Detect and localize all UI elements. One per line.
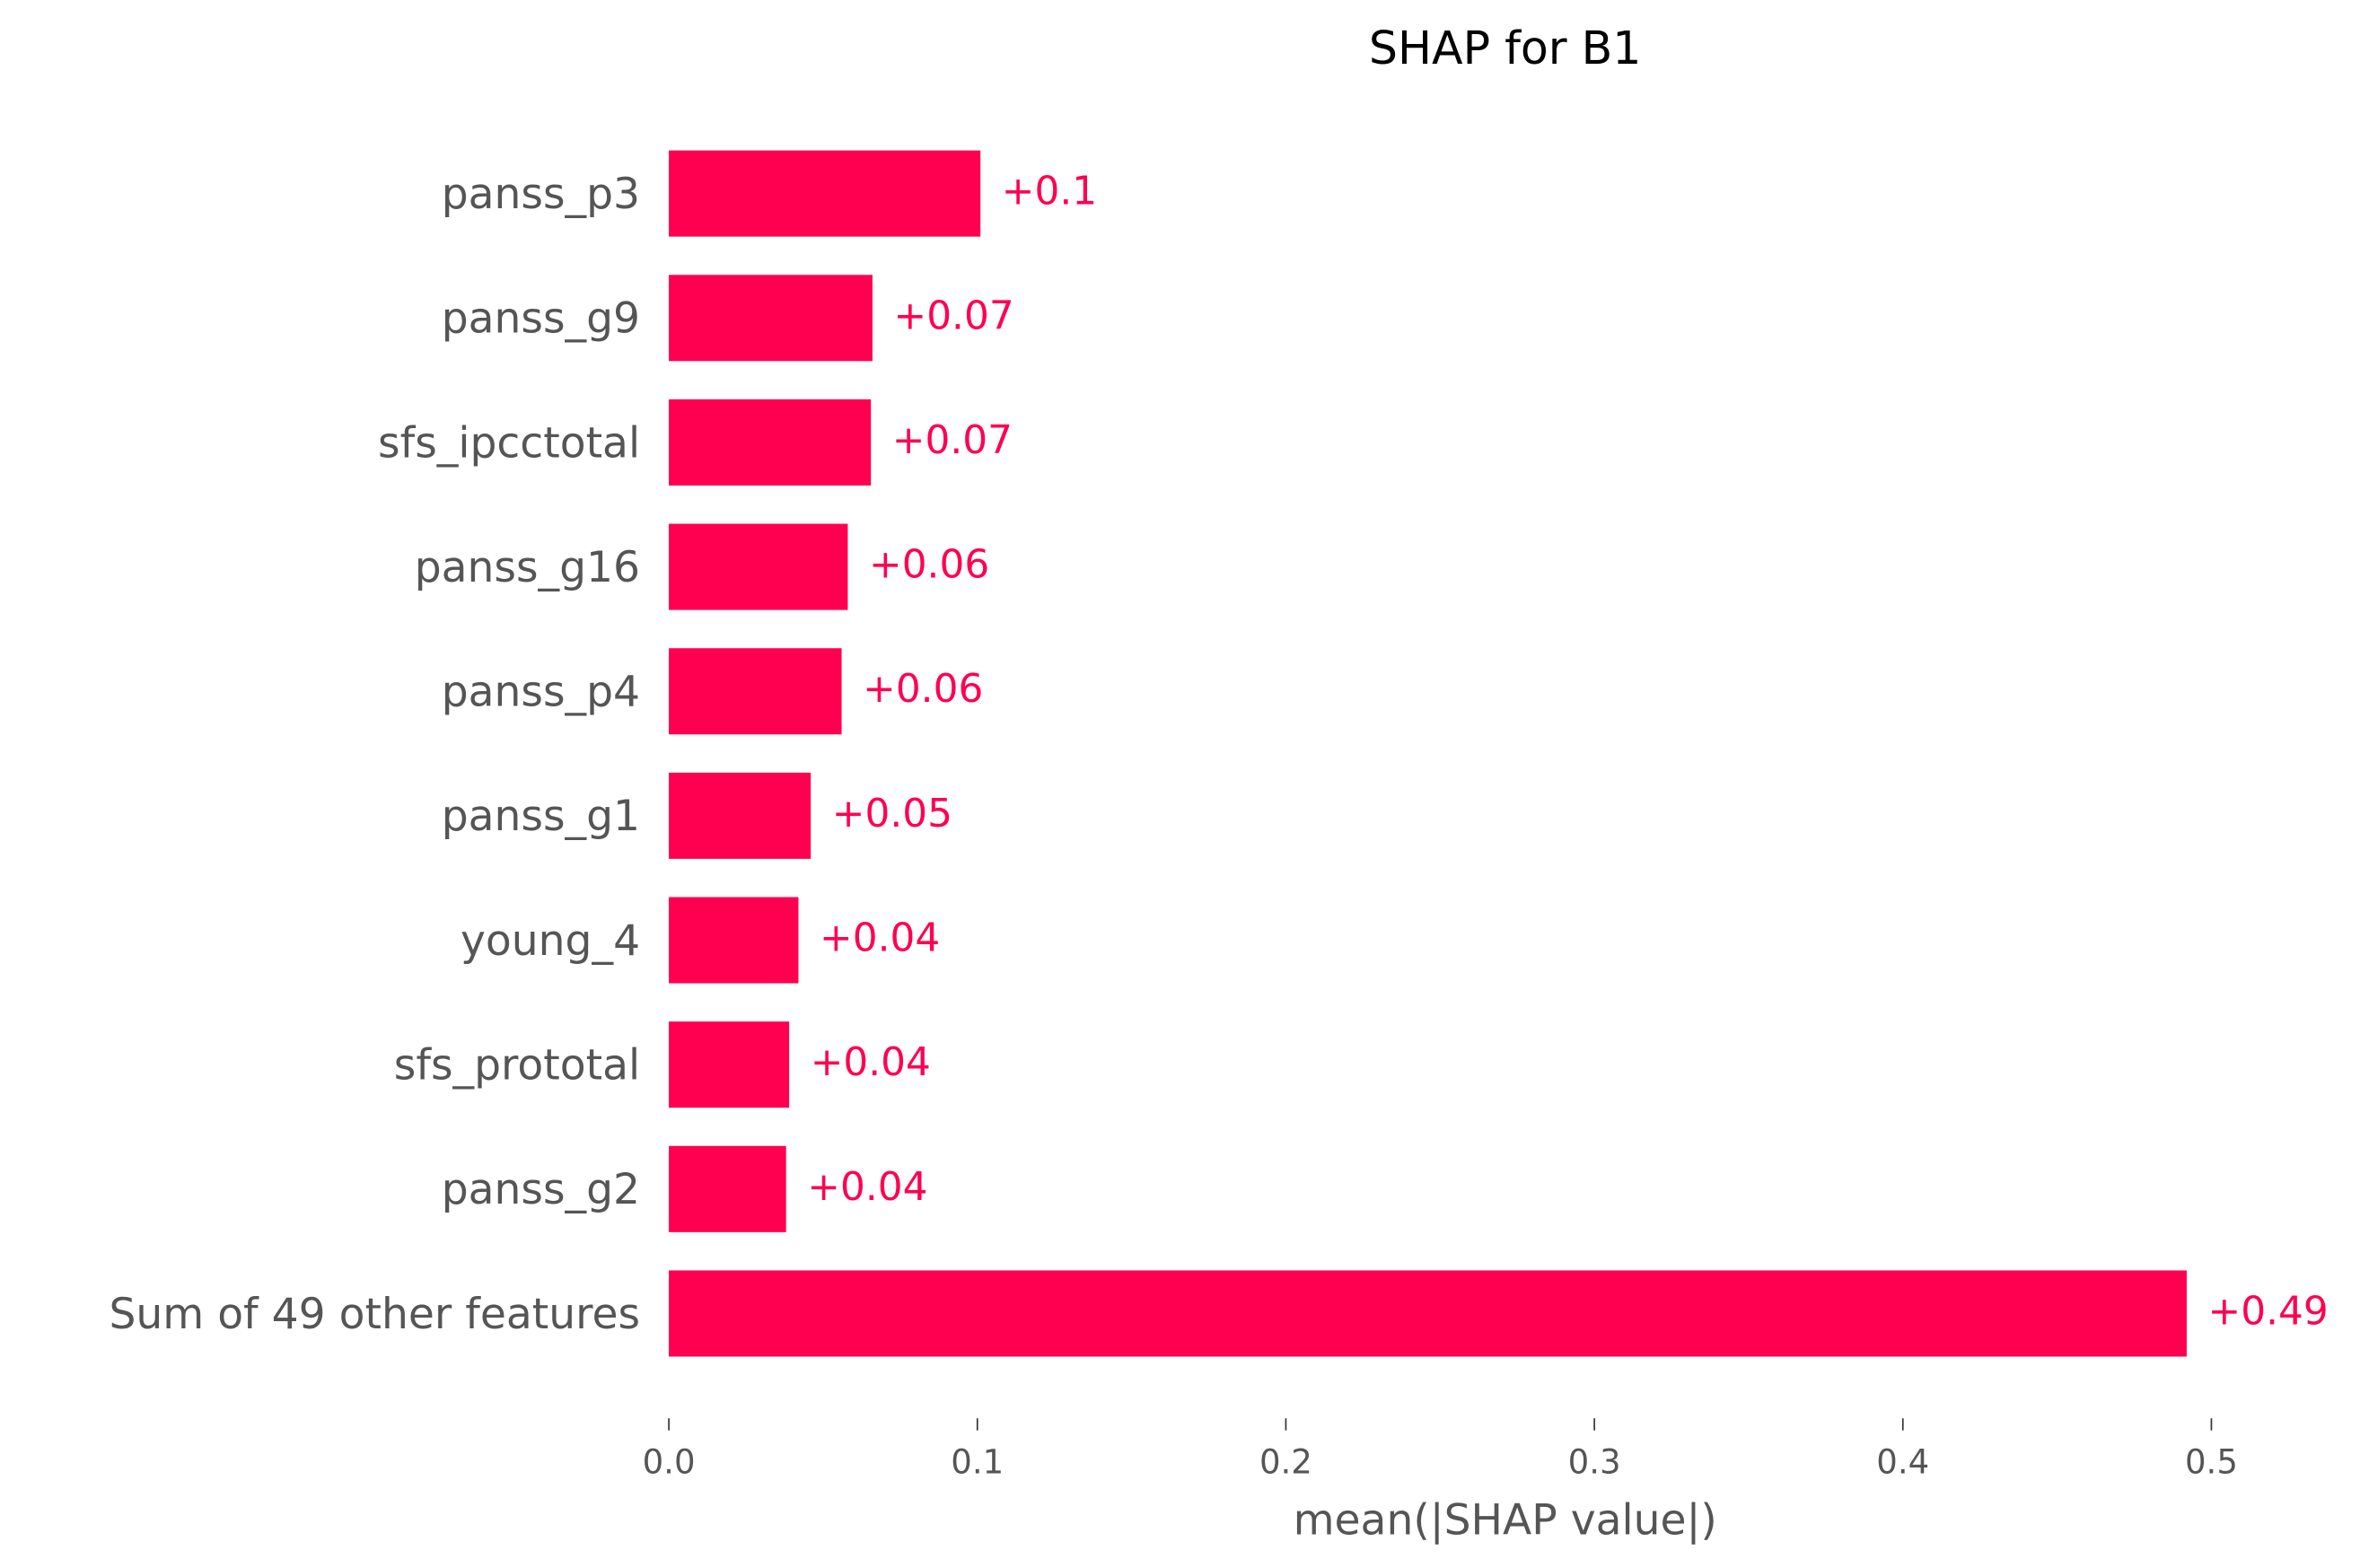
y-tick-label: sfs_prototal [394,1041,640,1091]
x-tick-label: 0.4 [1876,1442,1929,1481]
y-tick-label: panss_g9 [442,294,640,344]
bar [669,772,812,859]
value-label: +0.1 [1002,169,1097,215]
value-label: +0.49 [2208,1288,2329,1334]
value-label: +0.05 [832,791,952,837]
y-tick-label: Sum of 49 other features [109,1290,640,1339]
x-tick-label: 0.5 [2185,1442,2238,1481]
value-label: +0.06 [863,666,983,712]
y-tick-label: panss_p4 [442,668,640,717]
bar [669,1270,2187,1357]
y-tick-label: panss_g16 [415,543,640,592]
x-tick-label: 0.3 [1568,1442,1621,1481]
bar [669,150,981,237]
value-label: +0.06 [869,542,989,588]
y-tick-label: sfs_ipcctotal [378,418,640,468]
value-label: +0.04 [807,1164,927,1210]
y-tick-label: panss_g1 [442,792,640,841]
bar [669,275,873,362]
bar [669,523,848,610]
y-tick-label: panss_g2 [442,1165,640,1214]
y-tick-label: young_4 [461,916,640,966]
x-axis-label: mean(|SHAP value|) [1294,1495,1717,1545]
bar [669,648,842,735]
y-tick-label: panss_p3 [442,170,640,219]
bar [669,897,799,984]
value-label: +0.07 [893,293,1013,338]
x-tick-label: 0.0 [643,1442,696,1481]
x-tick-label: 0.1 [951,1442,1004,1481]
value-label: +0.04 [811,1039,931,1085]
x-tick-label: 0.2 [1259,1442,1312,1481]
chart-title: SHAP for B1 [1369,22,1642,74]
bar [669,399,872,486]
value-label: +0.07 [892,417,1013,463]
bar [669,1021,790,1108]
bar [669,1145,786,1232]
value-label: +0.04 [820,915,940,961]
